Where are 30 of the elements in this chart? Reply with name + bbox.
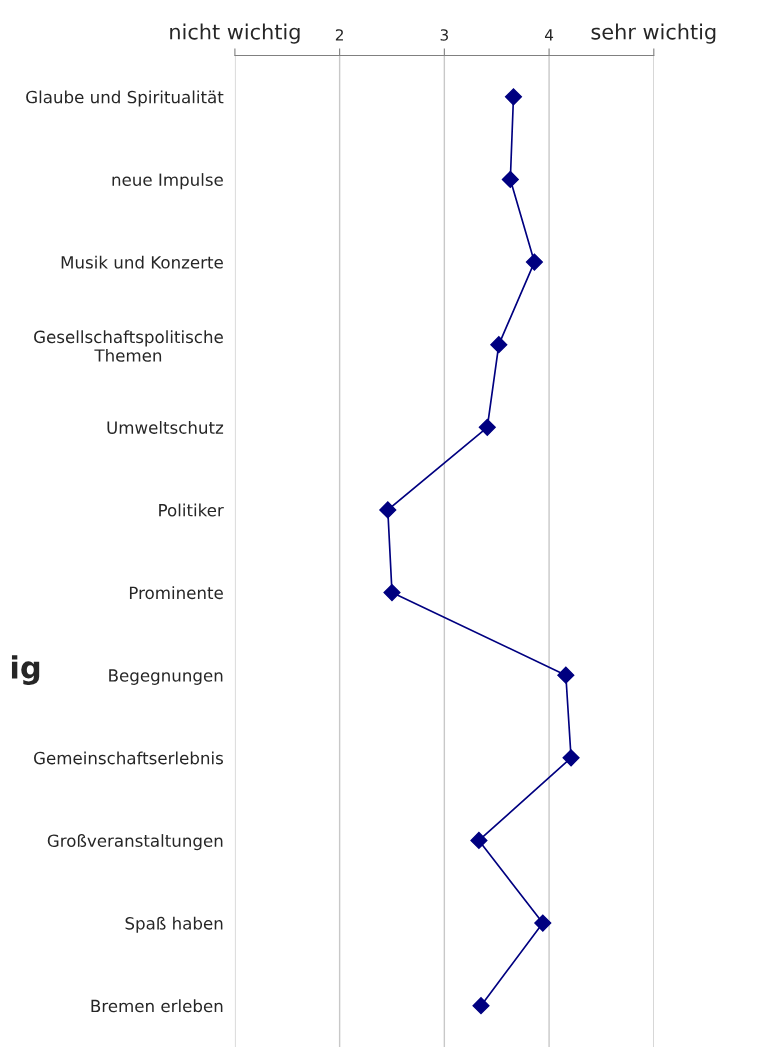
point (501, 170, 519, 188)
y-tick-label: Glaube und Spiritualität (26, 90, 224, 107)
point (557, 666, 575, 684)
y-tick-label: Umweltschutz (107, 420, 224, 434)
point (562, 749, 580, 767)
y-tick-label: Musik und Konzerte (61, 255, 223, 269)
point (525, 253, 543, 271)
y-tick-label: neue Impulse (112, 173, 223, 190)
y-tick-label: Politiker (159, 503, 224, 517)
point (383, 584, 401, 602)
x-tick-label: 3 (440, 29, 448, 41)
x-tick-label: 4 (544, 29, 554, 41)
y-tick-label: Spaß haben (125, 916, 223, 933)
y-tick-label: Bremen erleben (91, 999, 223, 1013)
point (504, 88, 523, 106)
point (472, 997, 490, 1015)
y-tick-label: Prominente (129, 586, 223, 600)
point (478, 418, 496, 436)
point (534, 914, 552, 932)
y-tick-label: Gemeinschaftserlebnis (34, 751, 223, 765)
y-tick-label: Großveranstaltungen (47, 834, 223, 851)
point (470, 831, 488, 849)
x-tick-label: 2 (335, 29, 343, 41)
x-tick-label: nicht wichtig (170, 23, 300, 44)
text: ig (11, 655, 40, 685)
point (379, 501, 397, 519)
y-tick-label: Begegnungen (109, 669, 223, 685)
x-tick-label: sehr wichtig (591, 23, 716, 44)
y-tick-label: Gesellschaftspolitische Themen (34, 330, 223, 362)
point (490, 336, 508, 354)
